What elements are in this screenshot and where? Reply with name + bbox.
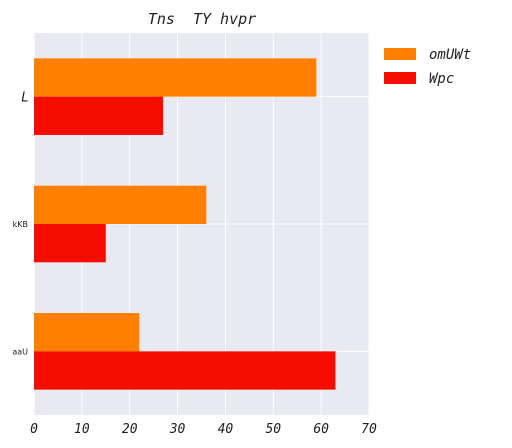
x-tick-label: 60 (313, 422, 329, 437)
x-axis-ticks: 0 10 20 30 40 50 60 70 (30, 422, 377, 437)
y-tick-label: aaU (12, 347, 28, 356)
legend: omUWt Wpc (384, 47, 471, 87)
bar-omUWt-aaU (34, 313, 140, 352)
x-tick-label: 40 (218, 422, 234, 437)
legend-label-omUWt: omUWt (429, 47, 471, 63)
bars (34, 58, 336, 390)
bar-omUWt-L (34, 58, 317, 97)
bar-Wpc-L (34, 96, 164, 135)
x-tick-label: 10 (74, 422, 90, 437)
x-tick-label: 30 (169, 422, 186, 437)
legend-swatch-Wpc (384, 72, 416, 84)
legend-label-Wpc: Wpc (429, 71, 454, 87)
y-tick-label: kKB (13, 220, 28, 229)
x-tick-label: 0 (30, 422, 38, 437)
legend-swatch-omUWt (384, 48, 416, 60)
bar-omUWt-kKB (34, 185, 207, 224)
chart-title: Tns TY hvpr (148, 10, 256, 28)
bar-Wpc-kKB (34, 224, 106, 263)
x-tick-label: 20 (122, 422, 138, 437)
bar-Wpc-aaU (34, 351, 336, 390)
x-tick-label: 70 (361, 422, 377, 437)
y-tick-label: L (21, 91, 29, 106)
x-tick-label: 50 (265, 422, 281, 437)
